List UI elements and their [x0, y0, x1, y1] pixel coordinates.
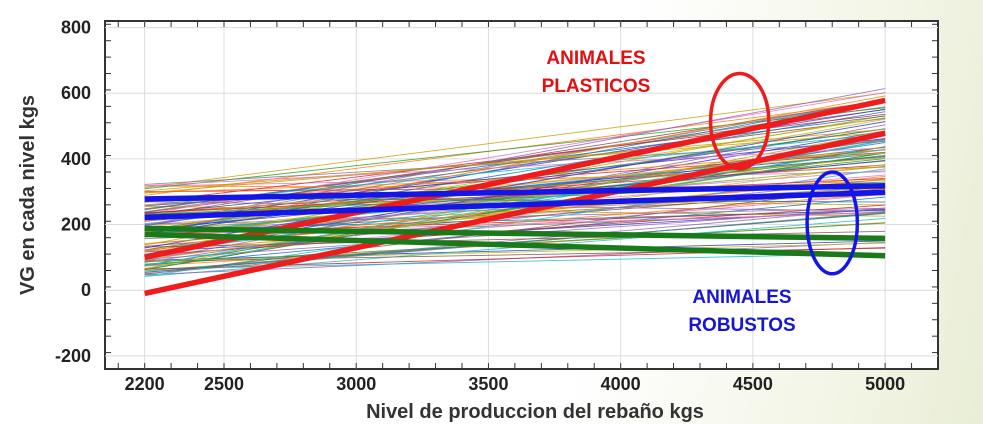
highlighted-series-line: [144, 183, 886, 202]
y-tick-label: 0: [81, 280, 91, 300]
background-series-line: [144, 230, 886, 248]
highlighted-series-line: [144, 231, 886, 259]
x-tick-label: 4500: [733, 374, 773, 394]
x-tick-label: 3500: [468, 374, 508, 394]
highlighted-series-line: [144, 225, 886, 242]
background-series-line: [144, 121, 886, 249]
background-series-line: [144, 128, 886, 194]
x-tick-label: 3000: [336, 374, 376, 394]
tick-labels: 2200 2500 3000 3500 4000 4500 5000 -200 0 200 400 6…: [55, 18, 905, 394]
background-series-line: [144, 107, 886, 190]
y-tick-label: 800: [61, 18, 91, 38]
annotation-plasticos-line1: ANIMALES: [546, 48, 645, 69]
background-series-line: [144, 157, 886, 221]
background-series-line: [144, 166, 886, 233]
ellipses: [708, 71, 860, 276]
highlighted-series-line: [144, 130, 886, 297]
x-tick-label: 2200: [125, 374, 165, 394]
highlighted-series: [144, 97, 886, 297]
background-series-line: [144, 132, 886, 192]
x-tick-label: 2500: [204, 374, 244, 394]
annotation-robustos-line1: ANIMALES: [692, 287, 791, 308]
background-series-line: [144, 207, 886, 225]
y-tick-label: -200: [55, 346, 91, 366]
background-series-line: [144, 185, 886, 275]
annotation-plasticos-line2: PLASTICOS: [542, 76, 651, 97]
background-series-line: [144, 92, 886, 189]
x-tick-label: 4000: [601, 374, 641, 394]
highlight-ellipse: [708, 71, 771, 171]
background-series-line: [144, 88, 886, 226]
y-tick-label: 400: [61, 149, 91, 169]
background-series-line: [144, 133, 886, 207]
y-tick-label: 200: [61, 215, 91, 235]
y-axis-title: VG en cada nivel kgs: [17, 95, 39, 295]
highlight-ellipse: [805, 170, 860, 276]
highlighted-series-line: [144, 189, 886, 221]
background-series-line: [144, 193, 886, 253]
background-series-line: [144, 152, 886, 216]
annotation-robustos-line2: ROBUSTOS: [688, 315, 795, 336]
x-tick-label: 5000: [865, 374, 905, 394]
x-axis-title: Nivel de produccion del rebaño kgs: [366, 401, 704, 423]
background-series-line: [144, 178, 886, 214]
y-tick-label: 600: [61, 83, 91, 103]
